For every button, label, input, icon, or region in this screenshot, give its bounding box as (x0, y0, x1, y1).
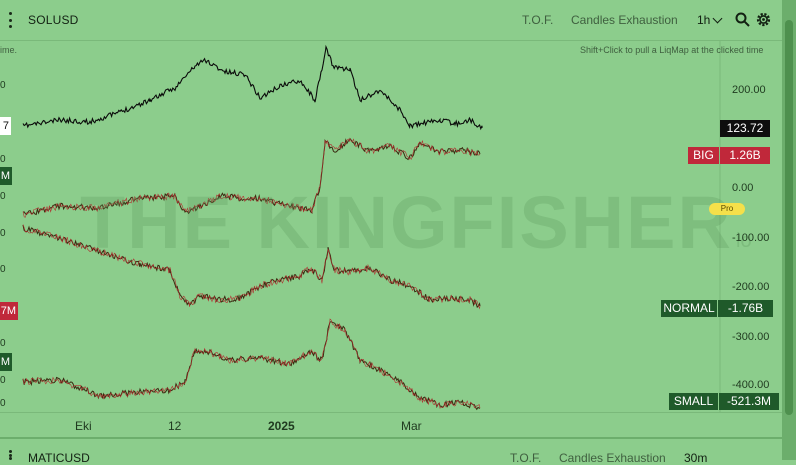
price-line (22, 44, 483, 131)
left-axis-label: 0 (0, 338, 6, 349)
chart-canvas[interactable] (0, 40, 782, 412)
normal-series-line-red (22, 224, 481, 310)
watermark-logo: THE KINGFISHER (80, 181, 733, 264)
watermark-suffix: io (736, 230, 752, 252)
time-axis-label: 12 (168, 419, 182, 433)
big-series-value: 1.26B (720, 147, 770, 164)
left-axis-label: 0 (0, 80, 6, 91)
small-series-name: SMALL (669, 393, 718, 410)
left-axis-label: 0 (0, 398, 6, 409)
left-axis-label: 0 (0, 228, 6, 239)
price-axis-label: -400.00 (732, 379, 770, 391)
normal-series-badge: NORMAL -1.76B (661, 300, 773, 317)
price-axis-label: 0.00 (732, 182, 754, 194)
gear-icon[interactable] (755, 11, 772, 28)
big-series-line (22, 137, 481, 216)
hint-left-text: ime. (0, 45, 18, 55)
left-axis-label: 0 (0, 264, 6, 275)
second-symbol-label[interactable]: MATICUSD (28, 451, 90, 465)
left-big-badge: M (0, 167, 12, 185)
normal-series-value: -1.76B (718, 300, 773, 317)
left-axis-label: 0 (0, 191, 6, 202)
left-normal-badge: 7M (0, 302, 18, 320)
big-series-badge: BIG 1.26B (688, 147, 770, 164)
second-indicator-tof[interactable]: T.O.F. (510, 451, 542, 465)
time-axis-label: Eki (75, 419, 92, 433)
big-series-name: BIG (688, 147, 719, 164)
small-series-line-red (22, 318, 481, 409)
price-axis-label: -200.00 (732, 281, 770, 293)
time-axis-label: 2025 (268, 419, 295, 433)
price-axis-label: -100.00 (732, 232, 770, 244)
search-icon[interactable] (735, 12, 750, 27)
scrollbar-thumb[interactable] (785, 20, 793, 415)
second-indicator-candles-exhaustion[interactable]: Candles Exhaustion (559, 451, 666, 465)
second-interval-selector[interactable]: 30m (684, 451, 708, 465)
menu-dots-icon[interactable] (9, 450, 13, 460)
chart-header (0, 0, 782, 41)
left-price-badge: 7 (0, 117, 11, 135)
price-axis-label: 200.00 (732, 84, 766, 96)
menu-dots-icon[interactable] (9, 12, 13, 28)
second-chart-header (0, 437, 782, 462)
small-series-badge: SMALL -521.3M (669, 393, 779, 410)
small-series-value: -521.3M (719, 393, 779, 410)
small-series-line (22, 321, 481, 411)
big-series-line-red (22, 137, 481, 218)
time-axis[interactable] (0, 412, 782, 438)
chart-pane[interactable] (0, 40, 782, 412)
interval-selector[interactable]: 1h (697, 13, 711, 27)
time-axis-label: Mar (401, 419, 422, 433)
normal-series-name: NORMAL (661, 300, 717, 317)
left-axis-label: 0 (0, 375, 6, 386)
symbol-label[interactable]: SOLUSD (28, 13, 79, 27)
price-axis-label: -300.00 (732, 331, 770, 343)
pro-badge[interactable]: Pro (709, 203, 745, 215)
hint-right-text: Shift+Click to pull a LiqMap at the clic… (580, 45, 764, 55)
indicator-candles-exhaustion[interactable]: Candles Exhaustion (571, 13, 678, 27)
last-price-badge: 123.72 (720, 120, 770, 137)
left-axis-label: 0 (0, 154, 6, 165)
indicator-tof[interactable]: T.O.F. (522, 13, 554, 27)
left-small-badge: M (0, 353, 12, 371)
